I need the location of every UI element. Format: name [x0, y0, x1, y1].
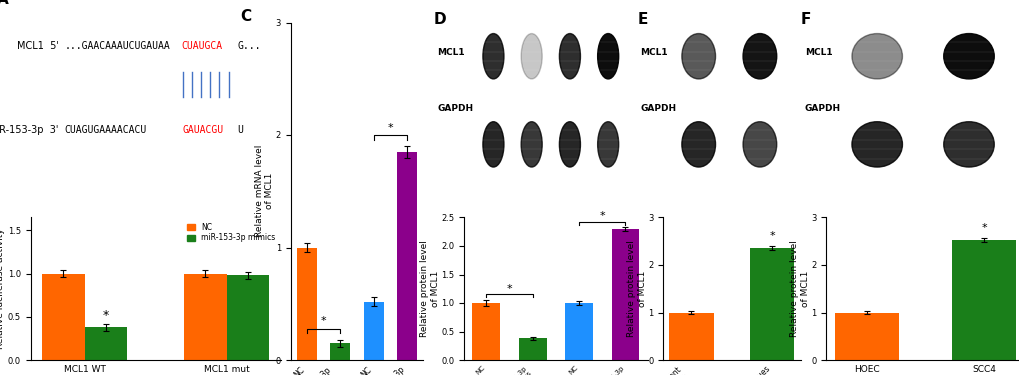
Bar [226, 275, 269, 360]
Y-axis label: Relative protein level
of MCL1: Relative protein level of MCL1 [627, 240, 646, 337]
Ellipse shape [558, 122, 580, 167]
Text: MCL1: MCL1 [640, 48, 667, 57]
Text: D: D [433, 12, 445, 27]
Text: GAPDH: GAPDH [640, 104, 676, 112]
Text: MCL1: MCL1 [437, 48, 465, 57]
Ellipse shape [742, 122, 776, 167]
Bar [85, 327, 127, 360]
Text: *: * [320, 316, 326, 326]
Bar [396, 152, 417, 360]
Ellipse shape [943, 122, 994, 167]
Ellipse shape [681, 34, 715, 79]
Text: F: F [800, 12, 810, 27]
Bar [183, 274, 226, 360]
Text: A: A [0, 0, 8, 7]
Ellipse shape [681, 122, 715, 167]
Text: GAUACGU: GAUACGU [182, 125, 223, 135]
Text: ...GAACAAAUCUGAUAA: ...GAACAAAUCUGAUAA [64, 40, 170, 51]
Text: *: * [599, 211, 604, 222]
Bar [668, 312, 713, 360]
Ellipse shape [558, 34, 580, 79]
Bar [611, 229, 639, 360]
Ellipse shape [482, 34, 503, 79]
Bar [364, 302, 383, 360]
Y-axis label: Relative protein level
of MCL1: Relative protein level of MCL1 [420, 240, 439, 337]
Bar [951, 240, 1015, 360]
Text: *: * [387, 123, 393, 133]
Legend: NC, miR-153-3p mimics: NC, miR-153-3p mimics [185, 221, 276, 244]
Text: C: C [240, 9, 252, 24]
Text: hsa-miR-153-3p  3': hsa-miR-153-3p 3' [0, 125, 59, 135]
Ellipse shape [597, 34, 619, 79]
Text: *: * [103, 309, 109, 322]
Bar [519, 338, 546, 360]
Ellipse shape [521, 122, 542, 167]
Ellipse shape [742, 34, 776, 79]
Bar [42, 274, 85, 360]
Ellipse shape [943, 34, 994, 79]
Y-axis label: Relative luciferase activity: Relative luciferase activity [0, 228, 5, 349]
Ellipse shape [482, 122, 503, 167]
Text: G...: G... [237, 40, 261, 51]
Ellipse shape [851, 34, 902, 79]
Y-axis label: Relative mRNA level
of MCL1: Relative mRNA level of MCL1 [255, 145, 274, 237]
Ellipse shape [851, 122, 902, 167]
Text: U: U [237, 125, 243, 135]
Ellipse shape [597, 122, 619, 167]
Text: E: E [637, 12, 647, 27]
Text: MCL1: MCL1 [804, 48, 832, 57]
Text: *: * [768, 231, 774, 241]
Bar [835, 312, 899, 360]
Ellipse shape [521, 34, 542, 79]
Text: GAPDH: GAPDH [804, 104, 841, 112]
Text: GAPDH: GAPDH [437, 104, 473, 112]
Bar [565, 303, 592, 360]
Bar [297, 248, 317, 360]
Text: MCL1  5': MCL1 5' [17, 40, 59, 51]
Text: *: * [980, 223, 985, 233]
Bar [330, 343, 350, 360]
Bar [749, 248, 794, 360]
Text: CUAUGCA: CUAUGCA [181, 40, 223, 51]
Text: *: * [506, 284, 512, 294]
Y-axis label: Relative protein level
of MCL1: Relative protein level of MCL1 [790, 240, 809, 337]
Text: CUAGUGAAAACACU: CUAGUGAAAACACU [64, 125, 147, 135]
Bar [472, 303, 499, 360]
